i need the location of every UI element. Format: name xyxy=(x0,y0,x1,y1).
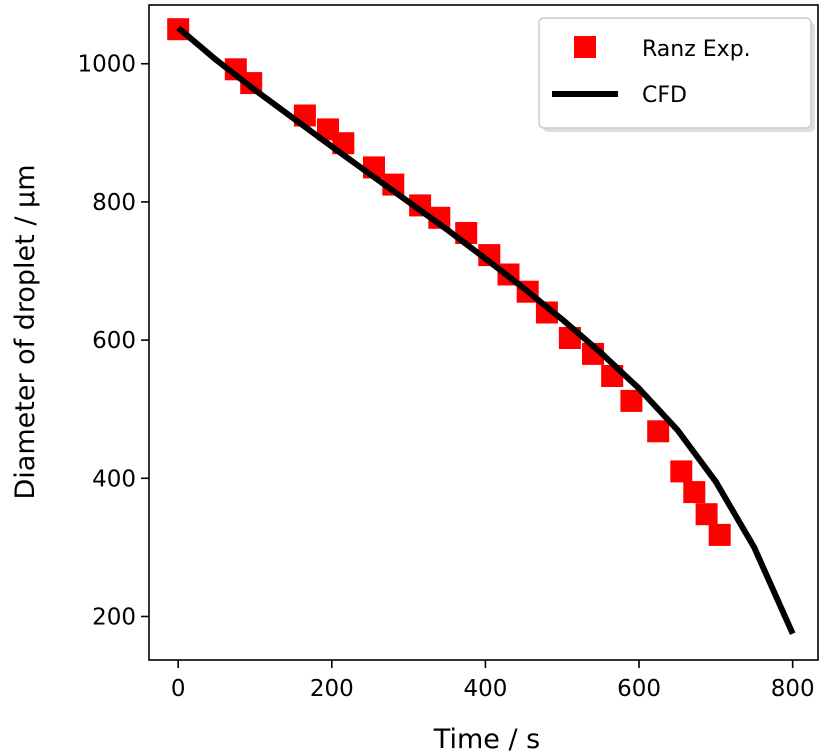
data-point-ranz xyxy=(670,460,693,483)
legend-box xyxy=(538,17,812,129)
y-axis: 200 400 600 800 1000 xyxy=(77,52,149,630)
x-axis-label: Time / s xyxy=(433,724,540,754)
y-axis-label: Diameter of droplet / µm xyxy=(10,165,41,500)
legend: Ranz Exp. CFD xyxy=(538,17,815,132)
legend-label-cfd: CFD xyxy=(642,83,687,108)
x-tick-label: 600 xyxy=(617,676,661,702)
y-tick-label: 400 xyxy=(92,466,136,492)
y-tick-label: 600 xyxy=(92,328,136,354)
y-tick-label: 800 xyxy=(92,190,136,216)
data-point-ranz xyxy=(708,523,731,546)
x-tick-label: 200 xyxy=(310,676,354,702)
x-tick-label: 400 xyxy=(463,676,507,702)
x-tick-label: 0 xyxy=(171,676,186,702)
y-tick-label: 200 xyxy=(92,604,136,630)
x-tick-label: 800 xyxy=(771,676,815,702)
data-point-ranz xyxy=(683,481,706,504)
y-tick-label: 1000 xyxy=(77,52,136,78)
x-axis: 0 200 400 600 800 xyxy=(171,660,815,702)
data-point-ranz xyxy=(535,301,558,324)
legend-label-ranz: Ranz Exp. xyxy=(642,37,751,62)
legend-marker-ranz xyxy=(574,36,596,58)
series-line-cfd xyxy=(176,25,796,635)
plot-data-area xyxy=(167,18,796,635)
plot-frame xyxy=(148,4,819,661)
data-point-ranz xyxy=(647,420,670,443)
data-point-ranz xyxy=(695,503,718,526)
data-point-ranz xyxy=(620,389,643,412)
